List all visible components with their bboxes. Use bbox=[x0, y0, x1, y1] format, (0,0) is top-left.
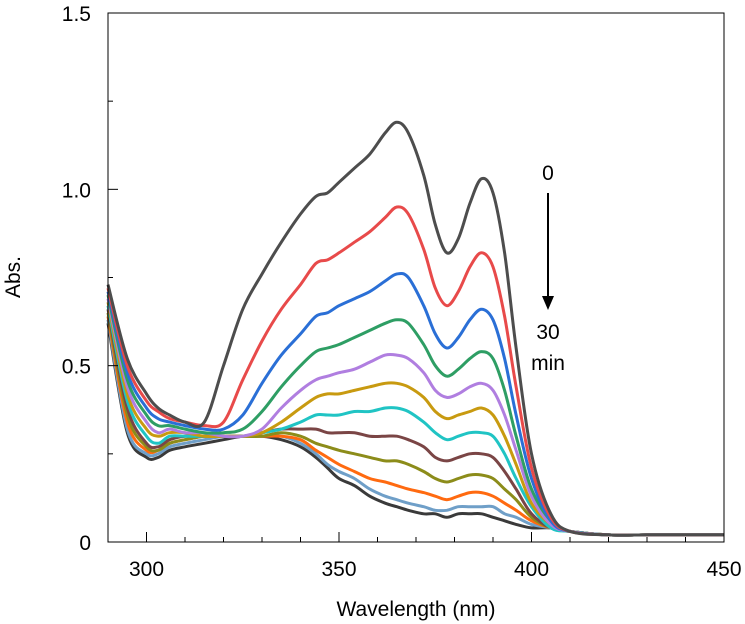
spectrum-line-2 bbox=[106, 205, 724, 537]
y-axis-label: Abs. bbox=[2, 256, 25, 298]
x-tick-label: 400 bbox=[514, 558, 549, 581]
x-axis-label: Wavelength (nm) bbox=[336, 598, 495, 621]
plot-frame bbox=[107, 12, 725, 543]
spectrum-line-4 bbox=[106, 294, 724, 537]
annotation-end-label-line1: 30 bbox=[536, 321, 559, 344]
spectrum-line-12 bbox=[106, 323, 724, 537]
series-layer bbox=[106, 120, 724, 537]
y-tick-label: 0 bbox=[79, 532, 91, 555]
spectrum-line-11 bbox=[106, 319, 724, 537]
y-tick-label: 1.5 bbox=[62, 3, 91, 26]
spectrum-line-8 bbox=[106, 308, 724, 537]
annotation-end-label-line2: min bbox=[531, 352, 565, 375]
annotation-start-label: 0 bbox=[542, 162, 554, 185]
spectrum-line-6 bbox=[106, 301, 724, 537]
spectrum-line-3 bbox=[106, 271, 724, 537]
y-tick-label: 0.5 bbox=[62, 356, 91, 379]
spectrum-line-7 bbox=[106, 305, 724, 537]
x-tick-label: 350 bbox=[321, 558, 356, 581]
y-tick-label: 1.0 bbox=[62, 179, 91, 202]
spectrum-line-1 bbox=[106, 120, 724, 537]
x-tick-label: 300 bbox=[129, 558, 164, 581]
time-arrow-head bbox=[542, 296, 554, 310]
x-tick-label: 450 bbox=[706, 558, 741, 581]
